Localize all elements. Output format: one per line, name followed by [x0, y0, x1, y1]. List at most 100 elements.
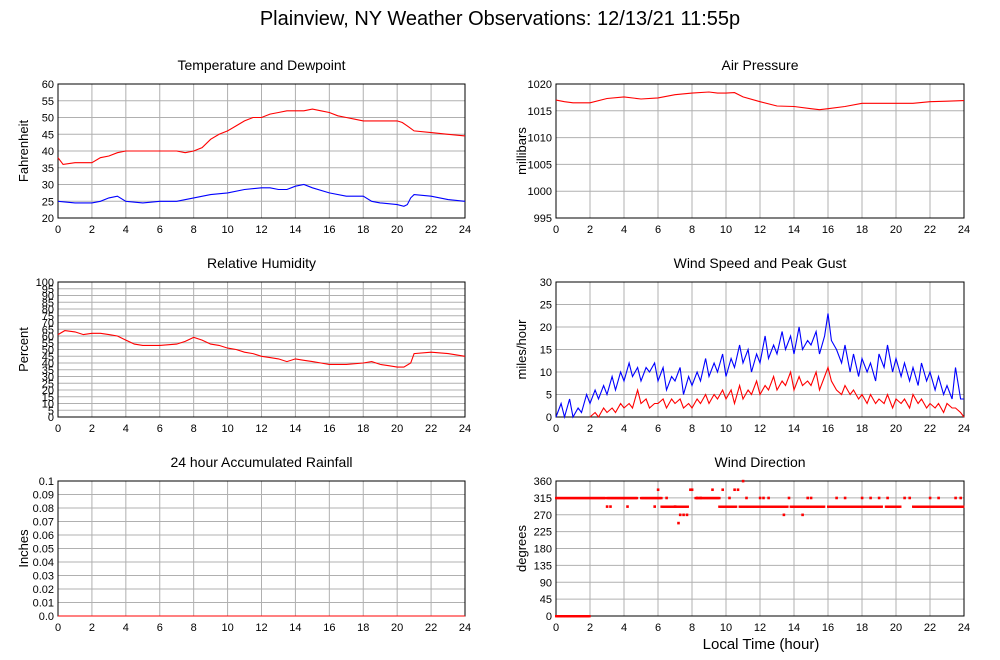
x-tick-label: 6: [655, 423, 661, 435]
x-tick-label: 0: [553, 622, 559, 634]
x-tick-label: 16: [822, 224, 834, 236]
y-tick-label: 55: [42, 96, 54, 108]
chart-title: Temperature and Dewpoint: [177, 57, 345, 73]
x-tick-label: 18: [856, 622, 868, 634]
y-tick-label: 1010: [528, 133, 552, 145]
data-point: [787, 496, 791, 500]
y-tick-label: 1020: [528, 79, 552, 91]
y-tick-label: 0: [546, 611, 552, 623]
y-axis-label: degrees: [514, 525, 529, 572]
y-axis-label: millibars: [514, 127, 529, 175]
y-tick-label: 50: [42, 113, 54, 125]
y-tick-label: 1015: [528, 106, 552, 118]
x-tick-label: 14: [289, 423, 301, 435]
x-tick-label: 14: [788, 622, 800, 634]
y-tick-label: 90: [42, 291, 54, 303]
plot-frame: [555, 83, 965, 219]
data-point: [609, 505, 612, 508]
data-point: [899, 505, 902, 508]
y-tick-label: 0.01: [33, 598, 54, 610]
x-tick-label: 6: [655, 224, 661, 236]
data-point: [718, 496, 721, 500]
x-tick-label: 0: [553, 423, 559, 435]
x-tick-label: 24: [459, 622, 471, 634]
y-tick-label: 70: [42, 318, 54, 330]
y-tick-label: 55: [42, 338, 54, 350]
x-tick-label: 10: [221, 423, 233, 435]
plot-frame: [555, 281, 965, 418]
series-line-1: [555, 91, 965, 111]
x-tick-label: 16: [822, 622, 834, 634]
x-tick-label: 2: [89, 423, 95, 435]
data-point: [660, 496, 663, 500]
x-tick-label: 18: [357, 423, 369, 435]
x-tick-label: 6: [157, 224, 163, 236]
x-tick-label: 22: [425, 423, 437, 435]
x-tick-label: 24: [459, 423, 471, 435]
x-tick-label: 2: [587, 224, 593, 236]
data-point: [656, 488, 660, 492]
data-point: [886, 496, 889, 500]
y-tick-label: 270: [534, 510, 552, 522]
data-point: [665, 496, 668, 500]
data-point: [686, 505, 689, 508]
data-point: [682, 513, 685, 517]
y-tick-label: 30: [540, 277, 552, 289]
y-tick-label: 75: [42, 311, 54, 323]
data-point: [689, 488, 692, 492]
data-point: [860, 496, 864, 500]
data-point: [605, 505, 609, 508]
y-tick-label: 1000: [528, 186, 552, 198]
data-point: [603, 496, 607, 500]
data-point: [937, 496, 940, 500]
y-axis-label: miles/hour: [514, 319, 529, 380]
data-point: [928, 496, 932, 500]
y-tick-label: 0.08: [33, 503, 54, 515]
y-tick-label: 5: [48, 405, 54, 417]
data-point: [653, 505, 656, 508]
x-tick-label: 22: [924, 224, 936, 236]
y-tick-label: 180: [534, 544, 552, 556]
y-tick-label: 45: [540, 594, 552, 606]
data-point: [588, 615, 591, 618]
x-tick-label: 8: [689, 622, 695, 634]
y-tick-label: 995: [534, 213, 552, 225]
x-tick-label: 8: [191, 224, 197, 236]
y-tick-label: 0.1: [39, 476, 54, 488]
x-tick-label: 16: [323, 423, 335, 435]
data-point: [695, 496, 699, 500]
x-tick-label: 8: [191, 622, 197, 634]
x-tick-label: 24: [958, 224, 970, 236]
x-tick-label: 0: [55, 224, 61, 236]
chart-title: Wind Speed and Peak Gust: [674, 255, 847, 271]
x-tick-label: 2: [89, 224, 95, 236]
data-point: [786, 505, 789, 508]
y-tick-label: 315: [534, 493, 552, 505]
y-tick-label: 50: [42, 345, 54, 357]
y-tick-label: 135: [534, 560, 552, 572]
plot-frame: [57, 83, 466, 219]
x-tick-label: 22: [924, 622, 936, 634]
y-tick-label: 10: [540, 367, 552, 379]
x-tick-label: 20: [890, 622, 902, 634]
x-tick-label: 14: [788, 224, 800, 236]
data-point: [806, 496, 809, 500]
data-point: [711, 488, 714, 492]
x-tick-label: 2: [587, 423, 593, 435]
y-tick-label: 0.05: [33, 544, 54, 556]
y-tick-label: 35: [42, 163, 54, 175]
data-point: [954, 496, 957, 500]
data-point: [741, 479, 745, 483]
y-tick-label: 20: [42, 385, 54, 397]
y-tick-label: 95: [42, 284, 54, 296]
x-tick-label: 20: [391, 224, 403, 236]
y-tick-label: 0.06: [33, 530, 54, 542]
y-tick-label: 45: [42, 351, 54, 363]
x-tick-label: 22: [425, 622, 437, 634]
y-axis-label: Inches: [16, 529, 31, 568]
x-tick-label: 12: [754, 224, 766, 236]
y-tick-label: 15: [42, 392, 54, 404]
x-tick-label: 2: [587, 622, 593, 634]
x-tick-label: 22: [425, 224, 437, 236]
